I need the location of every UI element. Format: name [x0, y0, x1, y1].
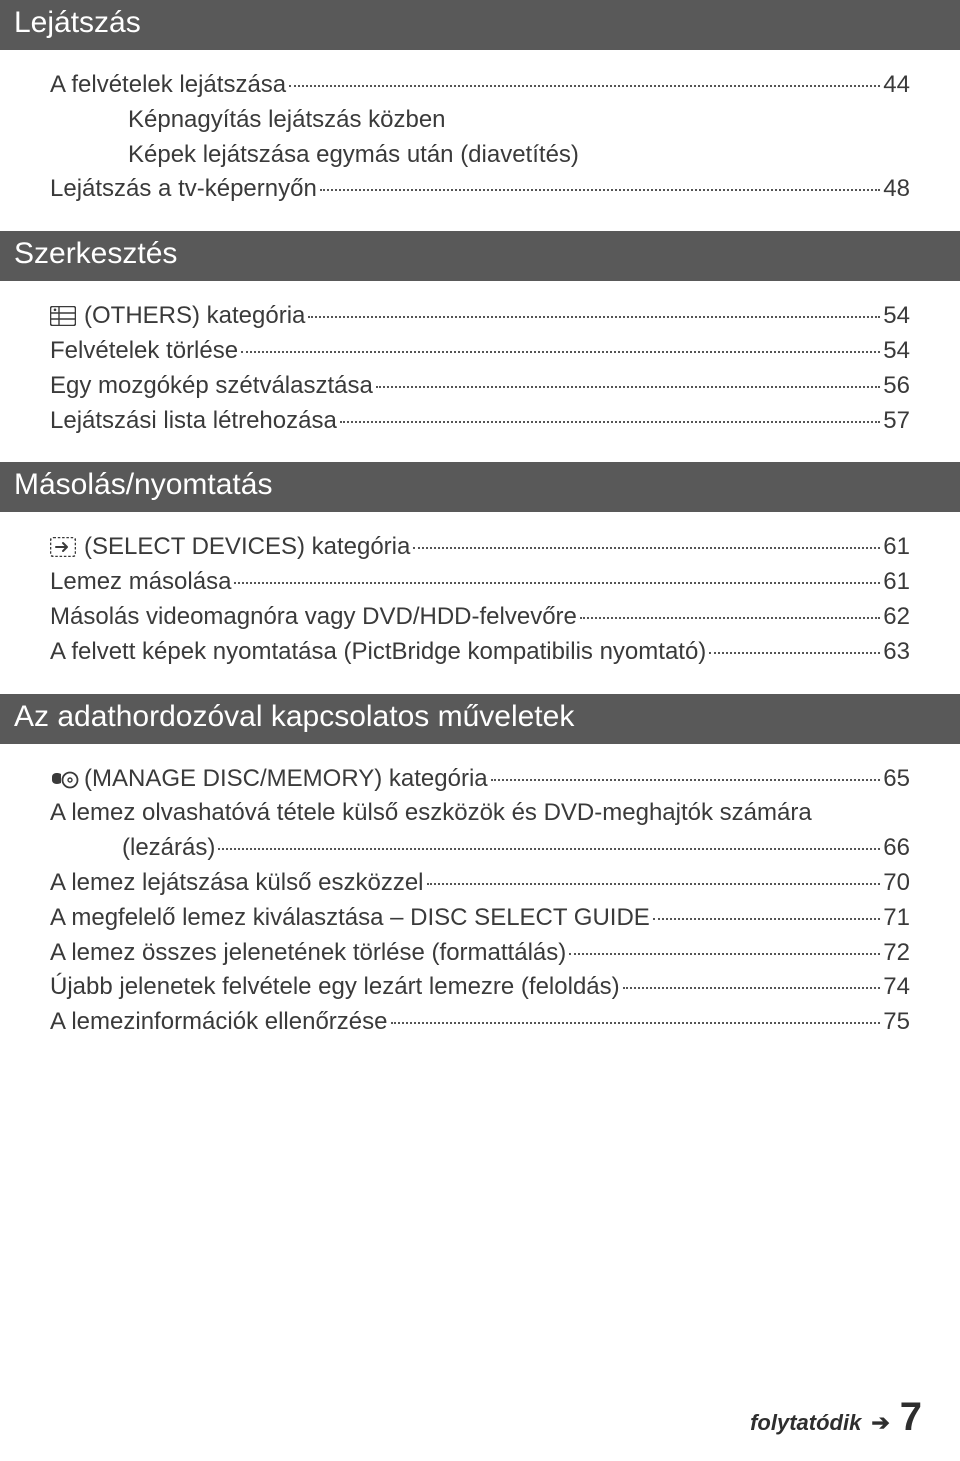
toc-page-num: 61	[883, 565, 910, 600]
toc-entry: A lemezinformációk ellenőrzése 75	[50, 1005, 910, 1040]
toc-page-num: 54	[883, 334, 910, 369]
toc-label: A megfelelő lemez kiválasztása – DISC SE…	[50, 901, 650, 936]
toc-page-num: 57	[883, 404, 910, 439]
toc-leader	[580, 617, 880, 619]
arrow-right-icon: ➔	[871, 1410, 889, 1436]
toc-label: Egy mozgókép szétválasztása	[50, 369, 373, 404]
toc-page-num: 72	[883, 936, 910, 971]
toc-leader	[413, 547, 880, 549]
toc-leader	[376, 386, 880, 388]
toc-label: A felvett képek nyomtatása (PictBridge k…	[50, 635, 706, 670]
continued-label: folytatódik	[750, 1410, 861, 1436]
toc-leader	[320, 189, 880, 191]
toc-entry: Felvételek törlése 54	[50, 334, 910, 369]
toc-leader	[569, 953, 880, 955]
section-content-lejatszas: A felvételek lejátszása 44 Képnagyítás l…	[0, 50, 960, 207]
toc-label: Újabb jelenetek felvétele egy lezárt lem…	[50, 970, 620, 1005]
toc-label: A felvételek lejátszása	[50, 68, 286, 103]
toc-subentry: Képnagyítás lejátszás közben	[50, 103, 910, 138]
page-footer: folytatódik ➔ 7	[750, 1397, 922, 1437]
section-header-adathordozo: Az adathordozóval kapcsolatos műveletek	[0, 694, 960, 744]
section-content-masolas: (SELECT DEVICES) kategória 61 Lemez máso…	[0, 512, 960, 669]
toc-entry: Másolás videomagnóra vagy DVD/HDD-felvev…	[50, 600, 910, 635]
toc-label-line1: A lemez olvashatóvá tétele külső eszközö…	[50, 796, 910, 831]
toc-entry: A felvételek lejátszása 44	[50, 68, 910, 103]
toc-entry: Lejátszás a tv-képernyőn 48	[50, 172, 910, 207]
toc-entry: Egy mozgókép szétválasztása 56	[50, 369, 910, 404]
toc-leader	[709, 652, 880, 654]
toc-label: A lemez összes jelenetének törlése (form…	[50, 936, 566, 971]
toc-page-num: 56	[883, 369, 910, 404]
toc-leader	[234, 582, 880, 584]
toc-leader	[427, 883, 881, 885]
toc-entry: A lemez összes jelenetének törlése (form…	[50, 936, 910, 971]
toc-leader	[308, 316, 880, 318]
section-header-masolas: Másolás/nyomtatás	[0, 462, 960, 512]
section-content-adathordozo: (MANAGE DISC/MEMORY) kategória 65 A leme…	[0, 744, 960, 1040]
others-icon	[50, 306, 80, 326]
toc-entry: A felvett képek nyomtatása (PictBridge k…	[50, 635, 910, 670]
toc-page-num: 71	[883, 901, 910, 936]
toc-leader	[653, 918, 881, 920]
toc-label-line2: (lezárás) 66	[50, 831, 910, 866]
toc-entry: A megfelelő lemez kiválasztása – DISC SE…	[50, 901, 910, 936]
toc-page-num: 44	[883, 68, 910, 103]
toc-entry: A lemez lejátszása külső eszközzel 70	[50, 866, 910, 901]
toc-label: A lemez lejátszása külső eszközzel	[50, 866, 424, 901]
page-number: 7	[900, 1397, 922, 1437]
select-devices-icon	[50, 537, 80, 557]
toc-entry: Újabb jelenetek felvétele egy lezárt lem…	[50, 970, 910, 1005]
toc-page-num: 62	[883, 600, 910, 635]
section-header-szerkesztes: Szerkesztés	[0, 231, 960, 281]
toc-page-num: 70	[883, 866, 910, 901]
toc-page-num: 74	[883, 970, 910, 1005]
section-header-lejatszas: Lejátszás	[0, 0, 960, 50]
toc-leader	[340, 421, 880, 423]
manage-disc-icon	[50, 769, 80, 789]
toc-label: Felvételek törlése	[50, 334, 238, 369]
toc-label: Másolás videomagnóra vagy DVD/HDD-felvev…	[50, 600, 577, 635]
toc-entry: Lemez másolása 61	[50, 565, 910, 600]
toc-entry: Lejátszási lista létrehozása 57	[50, 404, 910, 439]
toc-entry: (SELECT DEVICES) kategória 61	[50, 530, 910, 565]
toc-page-num: 63	[883, 635, 910, 670]
toc-label: Lemez másolása	[50, 565, 231, 600]
toc-label: Lejátszás a tv-képernyőn	[50, 172, 317, 207]
toc-leader	[623, 987, 881, 989]
toc-entry-multiline: A lemez olvashatóvá tétele külső eszközö…	[50, 796, 910, 866]
toc-page-num: 75	[883, 1005, 910, 1040]
toc-leader	[218, 848, 880, 850]
toc-leader	[241, 351, 880, 353]
toc-page-num: 66	[883, 831, 910, 866]
toc-page-num: 54	[883, 299, 910, 334]
toc-leader	[491, 779, 881, 781]
toc-page: Lejátszás A felvételek lejátszása 44 Kép…	[0, 0, 960, 1461]
toc-page-num: 61	[883, 530, 910, 565]
toc-label: (MANAGE DISC/MEMORY) kategória	[84, 762, 488, 797]
toc-leader	[391, 1022, 881, 1024]
toc-label: (SELECT DEVICES) kategória	[84, 530, 410, 565]
toc-subentry: Képek lejátszása egymás után (diavetítés…	[50, 138, 910, 173]
toc-leader	[289, 85, 880, 87]
section-content-szerkesztes: (OTHERS) kategória 54 Felvételek törlése…	[0, 281, 960, 438]
toc-entry: (MANAGE DISC/MEMORY) kategória 65	[50, 762, 910, 797]
toc-label: (OTHERS) kategória	[84, 299, 305, 334]
toc-label: A lemezinformációk ellenőrzése	[50, 1005, 388, 1040]
toc-entry: (OTHERS) kategória 54	[50, 299, 910, 334]
toc-page-num: 65	[883, 762, 910, 797]
toc-label: Lejátszási lista létrehozása	[50, 404, 337, 439]
toc-page-num: 48	[883, 172, 910, 207]
